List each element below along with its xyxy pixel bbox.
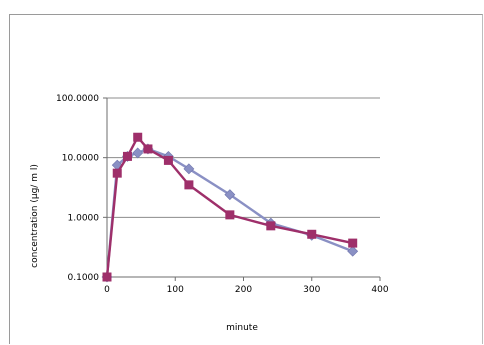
data-point-square — [112, 168, 122, 178]
data-point-square — [143, 144, 153, 154]
data-point-diamond — [132, 147, 144, 159]
y-tick-label: 1.0000 — [68, 213, 100, 223]
x-tick-label: 300 — [303, 285, 320, 295]
data-point-square — [163, 155, 173, 165]
axes — [103, 97, 381, 281]
chart-frame — [9, 14, 483, 344]
data-point-square — [184, 180, 194, 190]
y-tick-label: 0.1000 — [68, 273, 100, 283]
data-point-diamond — [183, 163, 195, 175]
x-tick-labels: 0 100 200 300 400 — [104, 285, 389, 295]
y-axis-label: concentration (μg/ m l) — [30, 164, 40, 268]
series-group — [101, 132, 359, 283]
data-point-square — [225, 210, 235, 220]
y-tick-label: 10.0000 — [62, 154, 99, 164]
series-2-line — [105, 135, 353, 278]
x-tick-label: 100 — [167, 285, 184, 295]
data-point-square — [102, 272, 112, 282]
y-tick-label: 100.0000 — [56, 94, 99, 104]
series-2 — [102, 132, 358, 282]
data-point-square — [307, 229, 317, 239]
y-tick-labels: 0.1000 1.0000 10.0000 100.0000 — [56, 94, 99, 283]
data-point-diamond — [224, 189, 236, 201]
x-tick-label: 0 — [104, 285, 110, 295]
x-tick-label: 200 — [235, 285, 252, 295]
data-point-square — [133, 132, 143, 142]
x-tick-label: 400 — [371, 285, 388, 295]
data-point-square — [266, 221, 276, 231]
data-point-diamond — [347, 245, 359, 257]
data-point-square — [348, 238, 358, 248]
data-point-square — [122, 151, 132, 161]
x-axis-label: minute — [226, 323, 258, 333]
gridlines — [107, 97, 380, 218]
